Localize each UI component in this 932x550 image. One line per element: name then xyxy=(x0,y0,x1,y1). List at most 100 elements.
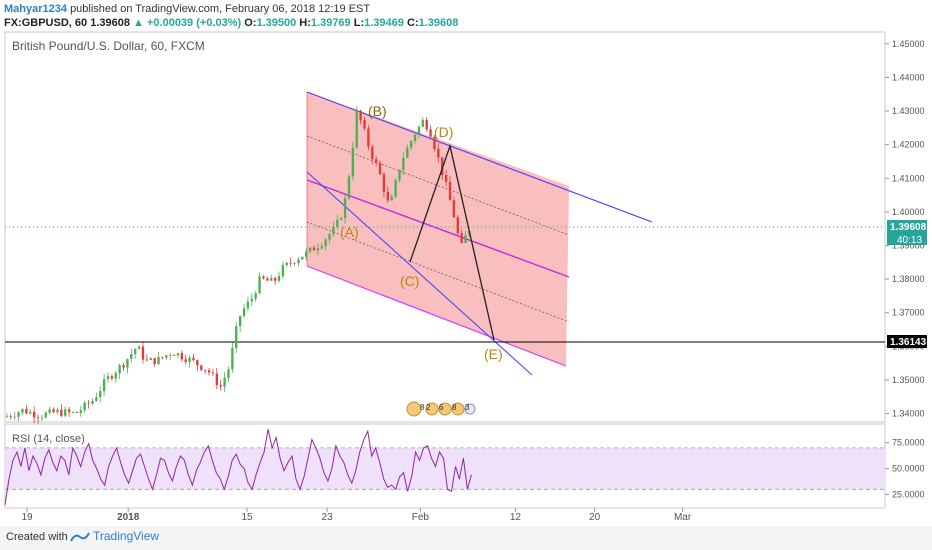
candle-body[interactable] xyxy=(258,276,261,294)
uk-flag-event-icon-2[interactable] xyxy=(464,403,476,415)
candle-body[interactable] xyxy=(145,359,149,361)
candle-body[interactable] xyxy=(48,409,51,413)
candle-body[interactable] xyxy=(87,402,90,404)
candle-body[interactable] xyxy=(165,355,168,358)
candle-body[interactable] xyxy=(184,359,187,362)
candle-body[interactable] xyxy=(95,397,98,401)
candle-body[interactable] xyxy=(235,326,238,348)
candle-body[interactable] xyxy=(398,169,401,181)
candle-body[interactable] xyxy=(363,120,366,129)
candle-body[interactable] xyxy=(192,357,195,361)
candle-body[interactable] xyxy=(172,354,176,356)
candle-body[interactable] xyxy=(367,128,370,147)
candle-body[interactable] xyxy=(340,217,343,220)
candle-body[interactable] xyxy=(242,308,246,316)
candle-body[interactable] xyxy=(211,372,215,374)
candle-body[interactable] xyxy=(64,409,67,416)
candle-body[interactable] xyxy=(448,181,452,201)
uk-flag-event-icon[interactable] xyxy=(425,402,439,416)
candle-body[interactable] xyxy=(460,233,463,243)
candle-body[interactable] xyxy=(359,110,362,121)
candle-body[interactable] xyxy=(351,147,355,177)
candle-body[interactable] xyxy=(332,227,335,235)
candle-body[interactable] xyxy=(83,402,86,411)
candle-body[interactable] xyxy=(324,239,327,247)
candle-body[interactable] xyxy=(456,217,459,234)
candle-body[interactable] xyxy=(44,412,47,418)
candle-body[interactable] xyxy=(79,410,82,413)
candle-body[interactable] xyxy=(464,235,467,243)
candle-body[interactable] xyxy=(320,246,323,249)
candle-body[interactable] xyxy=(347,176,351,199)
us-flag-event-icon-2[interactable] xyxy=(451,402,465,416)
candle-body[interactable] xyxy=(5,416,9,418)
candle-body[interactable] xyxy=(246,301,250,309)
candle-body[interactable] xyxy=(102,379,106,392)
channel-upper-line[interactable] xyxy=(306,91,653,223)
candle-body[interactable] xyxy=(421,120,424,127)
candle-body[interactable] xyxy=(289,262,292,264)
candle-body[interactable] xyxy=(17,412,20,417)
candle-body[interactable] xyxy=(231,347,234,370)
candle-body[interactable] xyxy=(378,163,382,175)
candle-body[interactable] xyxy=(9,416,12,418)
candle-body[interactable] xyxy=(425,120,428,130)
candle-body[interactable] xyxy=(270,278,273,281)
candle-body[interactable] xyxy=(308,247,312,252)
candle-body[interactable] xyxy=(227,369,230,378)
candle-body[interactable] xyxy=(25,408,28,414)
candle-body[interactable] xyxy=(157,357,160,364)
channel-lower-line[interactable] xyxy=(306,265,567,367)
candle-body[interactable] xyxy=(130,353,133,360)
candle-body[interactable] xyxy=(312,247,316,251)
candle-body[interactable] xyxy=(91,400,94,404)
candle-body[interactable] xyxy=(301,256,304,260)
tradingview-brand-link[interactable]: TradingView xyxy=(70,529,159,543)
candle-body[interactable] xyxy=(200,365,203,370)
candle-body[interactable] xyxy=(176,353,180,356)
candle-body[interactable] xyxy=(180,353,184,360)
candle-body[interactable] xyxy=(203,369,207,371)
candle-body[interactable] xyxy=(305,251,308,257)
candle-body[interactable] xyxy=(402,157,405,170)
candle-body[interactable] xyxy=(429,129,432,137)
candle-body[interactable] xyxy=(316,248,320,251)
candle-body[interactable] xyxy=(406,147,409,158)
channel-mid-line[interactable] xyxy=(306,179,570,278)
candle-body[interactable] xyxy=(134,348,137,354)
candle-body[interactable] xyxy=(223,377,226,387)
candle-body[interactable] xyxy=(13,416,16,418)
candle-body[interactable] xyxy=(196,360,199,366)
candle-body[interactable] xyxy=(122,365,125,368)
candle-body[interactable] xyxy=(355,110,358,148)
rsi-line[interactable] xyxy=(4,429,472,505)
candle-body[interactable] xyxy=(254,293,257,299)
candle-body[interactable] xyxy=(452,200,456,218)
candle-body[interactable] xyxy=(60,409,63,416)
candle-body[interactable] xyxy=(67,409,71,413)
candle-body[interactable] xyxy=(36,417,40,419)
candle-body[interactable] xyxy=(417,126,421,135)
candle-body[interactable] xyxy=(336,219,339,228)
candle-body[interactable] xyxy=(285,262,288,266)
candle-body[interactable] xyxy=(32,411,36,418)
candle-body[interactable] xyxy=(114,373,117,379)
candle-body[interactable] xyxy=(238,315,242,327)
candle-body[interactable] xyxy=(29,411,32,414)
projected-wave-path[interactable] xyxy=(409,143,495,341)
candle-body[interactable] xyxy=(161,357,164,358)
author-link[interactable]: Mahyar1234 xyxy=(4,3,67,15)
candle-body[interactable] xyxy=(386,191,390,201)
candle-body[interactable] xyxy=(293,263,296,264)
candle-body[interactable] xyxy=(433,136,436,150)
candle-body[interactable] xyxy=(444,174,448,182)
time-axis[interactable]: 19 2018 15 23 Feb 12 20 Mar xyxy=(21,508,692,523)
eu-flag-event-icon[interactable] xyxy=(438,402,452,416)
candle-body[interactable] xyxy=(437,149,440,158)
candle-body[interactable] xyxy=(394,180,397,197)
candle-body[interactable] xyxy=(382,174,386,192)
candle-body[interactable] xyxy=(390,196,393,201)
candle-body[interactable] xyxy=(219,385,222,387)
rsi-axis[interactable]: 25.0000 50.0000 75.0000 xyxy=(885,438,925,500)
candle-body[interactable] xyxy=(56,409,59,413)
